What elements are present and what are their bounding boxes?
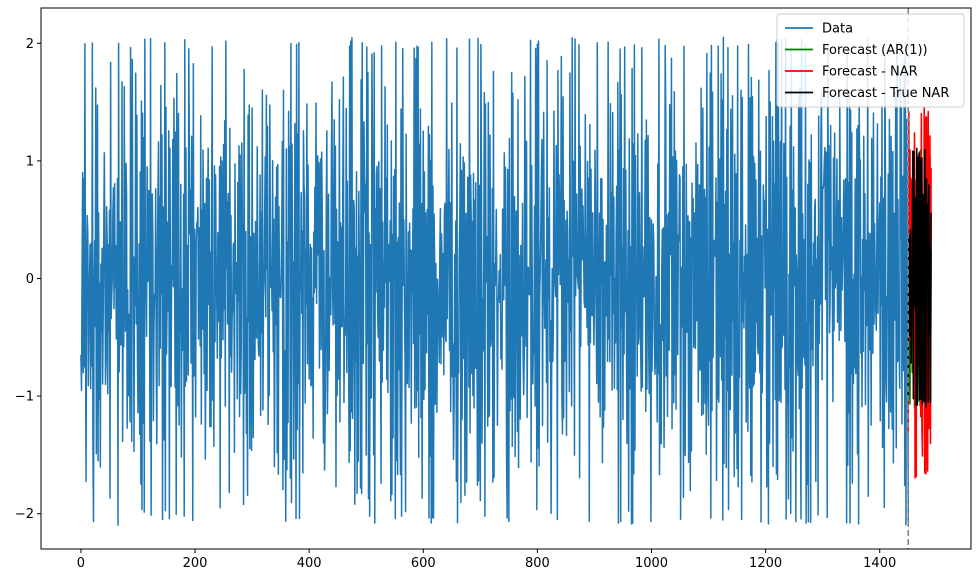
legend-label: Data <box>822 22 853 37</box>
y-tick-label: −1 <box>15 390 34 405</box>
legend-label: Forecast - NAR <box>822 65 918 80</box>
x-tick-label: 800 <box>525 556 550 571</box>
x-tick-label: 1400 <box>863 556 896 571</box>
legend-label: Forecast (AR(1)) <box>822 43 928 58</box>
x-tick-label: 1000 <box>635 556 668 571</box>
x-tick-label: 0 <box>77 556 85 571</box>
series-line-forecast-true-nar <box>907 147 932 409</box>
x-tick-label: 600 <box>411 556 436 571</box>
x-tick-label: 400 <box>297 556 322 571</box>
y-tick-label: −2 <box>15 507 34 522</box>
x-tick-label: 1200 <box>749 556 782 571</box>
x-tick-label: 200 <box>183 556 208 571</box>
y-tick-label: 2 <box>26 37 34 52</box>
legend-box <box>776 13 965 108</box>
y-tick-label: 1 <box>26 154 34 169</box>
series-line-data <box>80 36 909 526</box>
legend-label: Forecast - True NAR <box>822 86 949 101</box>
y-tick-label: 0 <box>26 272 34 287</box>
